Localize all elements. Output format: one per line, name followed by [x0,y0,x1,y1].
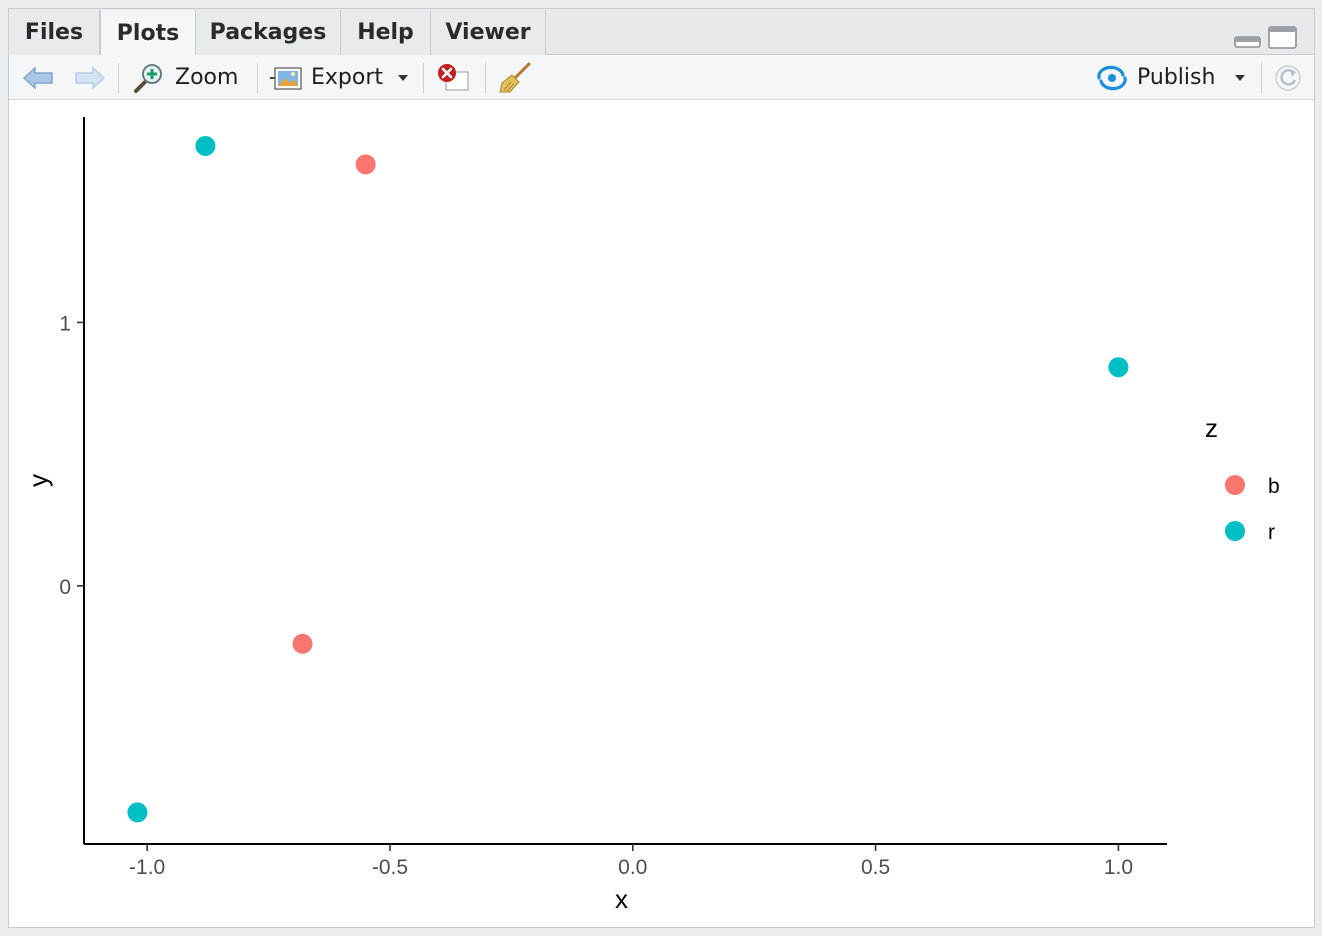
zoom-button[interactable]: Zoom [133,55,238,100]
tab-viewer-label: Viewer [445,20,531,45]
maximize-icon[interactable] [1267,25,1299,51]
tab-help[interactable]: Help [341,10,431,55]
data-point-b [355,154,376,175]
remove-plot-button[interactable] [435,55,471,100]
data-point-r [127,802,148,823]
chevron-down-icon [398,74,409,81]
back-button[interactable] [21,55,55,100]
toolbar-separator [118,63,119,93]
plot-points [127,135,1129,823]
tab-packages[interactable]: Packages [196,10,341,55]
x-tick-label: -0.5 [372,856,408,879]
plot-axes: -1.0 -0.5 0.0 0.5 1.0 0 1 x y [23,117,1167,914]
plots-pane: Files Plots Packages Help Viewer [8,8,1315,928]
zoom-label: Zoom [175,65,239,90]
export-label: Export [311,65,384,90]
minimize-icon[interactable] [1233,25,1263,49]
y-axis-title: y [23,474,53,487]
y-tick-label: 0 [59,576,71,599]
tab-viewer[interactable]: Viewer [431,10,546,55]
forward-button[interactable] [73,55,107,100]
export-button[interactable]: Export [269,55,409,100]
plots-toolbar: Zoom Export [9,55,1314,100]
back-arrow-icon [22,65,53,90]
y-tick-label: 1 [59,312,71,335]
x-tick-label: 1.0 [1104,856,1133,879]
data-point-r [1108,357,1129,378]
legend-label-r: r [1268,521,1275,544]
plot-canvas: -1.0 -0.5 0.0 0.5 1.0 0 1 x y z br [23,117,1280,914]
tab-strip: Files Plots Packages Help Viewer [9,9,1314,56]
data-point-b [292,633,313,654]
publish-label: Publish [1137,65,1216,90]
x-tick-label: 0.5 [861,856,890,879]
broom-icon [499,62,531,92]
toolbar-separator [257,63,258,93]
remove-plot-icon [438,63,469,90]
legend-key-r [1225,521,1245,541]
x-tick-label: 0.0 [618,856,647,879]
tab-help-label: Help [357,20,414,45]
tab-plots-label: Plots [116,20,180,46]
chevron-down-icon [1235,74,1246,81]
refresh-icon [1275,64,1301,91]
tab-packages-label: Packages [209,20,327,45]
legend-key-b [1225,475,1245,495]
x-tick-label: -1.0 [129,856,165,879]
tab-files[interactable]: Files [9,10,100,55]
legend-title: z [1205,413,1218,443]
toolbar-separator [423,63,424,93]
x-axis-title: x [615,884,628,914]
forward-arrow-icon [75,65,106,90]
toolbar-separator [1261,63,1262,93]
tab-plots[interactable]: Plots [100,10,196,56]
data-point-r [195,135,216,156]
zoom-magnifier-icon [134,63,162,93]
publish-icon [1097,65,1127,90]
legend-label-b: b [1268,475,1280,498]
toolbar-separator [485,63,486,93]
plot-legend: z br [1205,413,1280,544]
clear-plots-button[interactable] [498,55,532,100]
tab-files-label: Files [24,20,84,45]
export-image-icon [270,66,302,90]
publish-button[interactable]: Publish [1095,55,1246,100]
refresh-button[interactable] [1273,55,1303,100]
